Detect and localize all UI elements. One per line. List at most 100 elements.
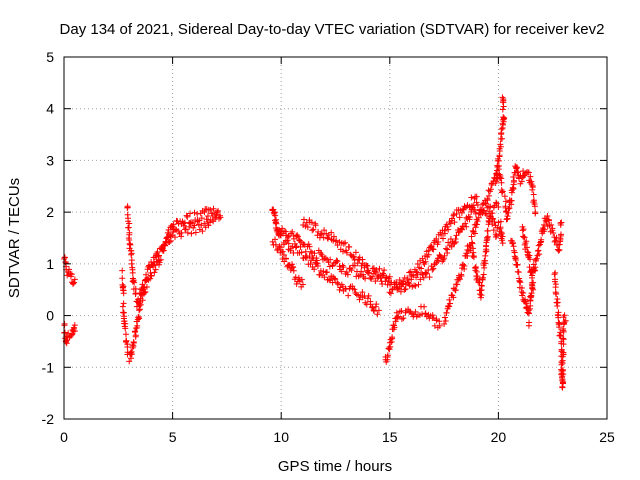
- data-point: [382, 278, 389, 285]
- data-point: [510, 174, 517, 181]
- data-point: [147, 275, 154, 282]
- data-point: [478, 292, 485, 299]
- data-point: [344, 271, 351, 278]
- data-point: [386, 289, 393, 296]
- data-point: [451, 240, 458, 247]
- data-point: [442, 318, 449, 325]
- data-point: [496, 145, 503, 152]
- data-point: [303, 219, 310, 226]
- data-point: [61, 254, 68, 261]
- data-point: [516, 275, 523, 282]
- data-point: [166, 238, 173, 245]
- data-point: [71, 276, 78, 283]
- data-point: [389, 335, 396, 342]
- data-point: [215, 207, 222, 214]
- data-point: [272, 219, 279, 226]
- data-track: [493, 94, 508, 185]
- data-point: [364, 262, 371, 269]
- data-point: [139, 297, 146, 304]
- data-point: [536, 251, 543, 258]
- data-point: [523, 238, 530, 245]
- data-point: [445, 226, 452, 233]
- data-point: [156, 252, 163, 259]
- data-point: [379, 280, 386, 287]
- data-point: [530, 279, 537, 286]
- data-point: [505, 209, 512, 216]
- data-point: [163, 235, 170, 242]
- data-point: [290, 267, 297, 274]
- data-point: [213, 214, 220, 221]
- data-point: [500, 103, 507, 110]
- data-point: [483, 200, 490, 207]
- data-point: [489, 210, 496, 217]
- data-point: [343, 268, 350, 275]
- data-point: [499, 240, 506, 247]
- data-point: [559, 384, 566, 391]
- data-point: [366, 269, 373, 276]
- data-point: [171, 234, 178, 241]
- data-point: [514, 164, 521, 171]
- data-point: [157, 256, 164, 263]
- data-point: [498, 189, 505, 196]
- data-point: [475, 214, 482, 221]
- data-point: [148, 272, 155, 279]
- data-point: [183, 212, 190, 219]
- data-point: [442, 245, 449, 252]
- data-point: [207, 206, 214, 213]
- data-point: [124, 204, 131, 211]
- data-point: [493, 170, 500, 177]
- data-point: [407, 268, 414, 275]
- data-point: [483, 211, 490, 218]
- data-point: [184, 213, 191, 220]
- data-point: [493, 232, 500, 239]
- data-point: [552, 237, 559, 244]
- data-point: [528, 178, 535, 185]
- data-point: [410, 272, 417, 279]
- data-track: [269, 206, 382, 318]
- data-point: [548, 221, 555, 228]
- data-point: [136, 315, 143, 322]
- data-point: [307, 248, 314, 255]
- data-point: [552, 281, 559, 288]
- data-point: [160, 247, 167, 254]
- data-point: [452, 287, 459, 294]
- data-track: [507, 212, 565, 329]
- data-point: [362, 275, 369, 282]
- data-point: [187, 220, 194, 227]
- data-point: [302, 223, 309, 230]
- y-tick-label: -2: [42, 411, 55, 427]
- data-point: [120, 300, 127, 307]
- y-tick-label: 1: [46, 256, 54, 272]
- data-point: [519, 227, 526, 234]
- data-point: [433, 235, 440, 242]
- data-points: [61, 94, 569, 391]
- data-point: [552, 269, 559, 276]
- data-point: [446, 296, 453, 303]
- data-point: [414, 261, 421, 268]
- data-point: [356, 296, 363, 303]
- data-point: [192, 229, 199, 236]
- data-point: [387, 343, 394, 350]
- data-point: [141, 284, 148, 291]
- data-point: [156, 259, 163, 266]
- data-track: [469, 208, 506, 301]
- data-point: [480, 207, 487, 214]
- data-point: [70, 280, 77, 287]
- data-point: [126, 241, 133, 248]
- data-point: [528, 290, 535, 297]
- data-point: [393, 309, 400, 316]
- data-point: [452, 238, 459, 245]
- data-point: [205, 222, 212, 229]
- data-point: [425, 251, 432, 258]
- data-point: [398, 315, 405, 322]
- data-point: [499, 188, 506, 195]
- data-point: [326, 263, 333, 270]
- data-point: [447, 220, 454, 227]
- data-point: [522, 296, 529, 303]
- data-point: [119, 267, 126, 274]
- data-point: [154, 248, 161, 255]
- data-point: [492, 234, 499, 241]
- data-point: [429, 245, 436, 252]
- data-point: [314, 262, 321, 269]
- data-point: [550, 229, 557, 236]
